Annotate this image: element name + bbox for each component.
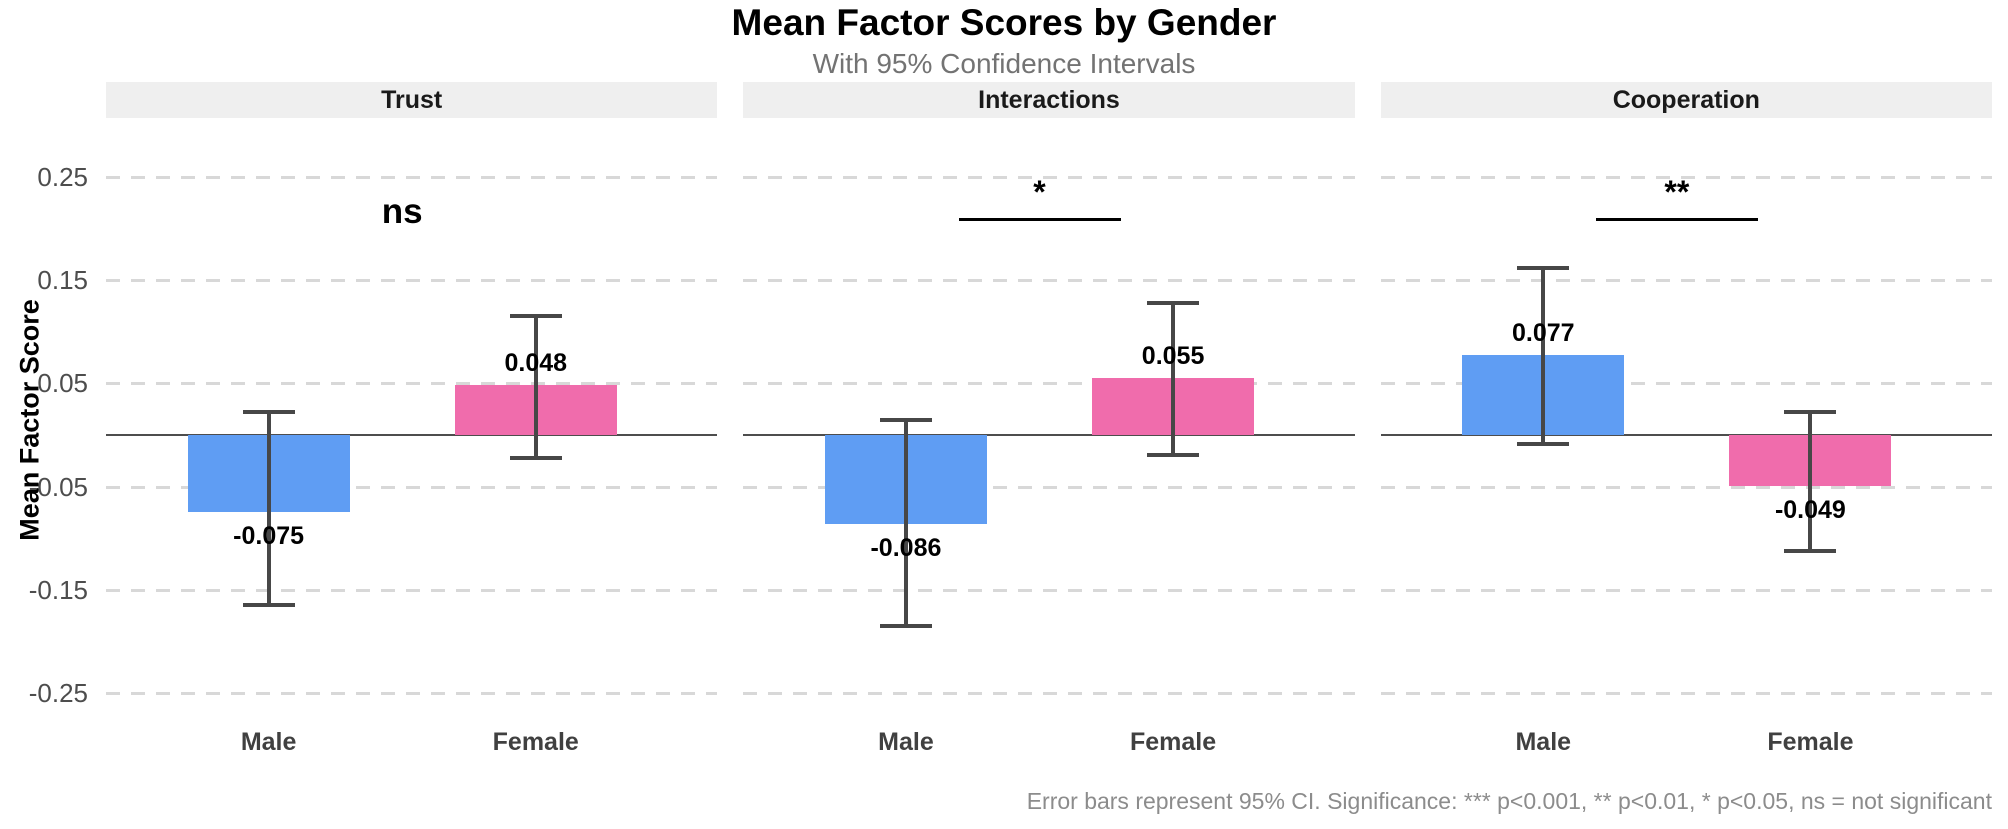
value-label: -0.086 bbox=[870, 533, 942, 562]
error-bar-cap-bottom bbox=[242, 603, 295, 608]
gridline bbox=[743, 692, 1355, 696]
caption: Error bars represent 95% CI. Significanc… bbox=[1026, 788, 1992, 814]
x-tick-label: Female bbox=[1129, 728, 1217, 756]
facet-panel-cooperation: Cooperation 0.077 Male -0.049 Female ** bbox=[1380, 82, 1992, 756]
significance-label: ns bbox=[381, 192, 423, 231]
gridline bbox=[106, 279, 718, 283]
gridline bbox=[106, 588, 718, 592]
y-tick-label: -0.15 bbox=[28, 574, 88, 605]
gridline bbox=[1380, 692, 1992, 696]
error-bar-cap-top bbox=[1517, 265, 1570, 270]
y-tick-label: -0.05 bbox=[28, 471, 88, 502]
error-bar-cap-top bbox=[1784, 410, 1837, 415]
zero-line bbox=[106, 434, 718, 436]
facet-panel-trust: Trust -0.075 Male 0.048 Female ns bbox=[106, 82, 718, 756]
error-bar-cap-bottom bbox=[879, 624, 932, 629]
gridline bbox=[1380, 175, 1992, 179]
gridline bbox=[1380, 279, 1992, 283]
significance-line bbox=[1595, 218, 1758, 221]
gridline bbox=[743, 382, 1355, 386]
error-bar-cap-bottom bbox=[1517, 442, 1570, 447]
gridline bbox=[743, 485, 1355, 489]
y-tick-label: -0.25 bbox=[28, 678, 88, 709]
x-tick-label: Male bbox=[240, 728, 297, 756]
gridline bbox=[106, 175, 718, 179]
significance-label: * bbox=[1033, 174, 1046, 210]
gridline bbox=[1380, 588, 1992, 592]
plot-area: -0.075 Male 0.048 Female ns bbox=[106, 118, 718, 756]
plot-area: -0.086 Male 0.055 Female * bbox=[743, 118, 1355, 756]
y-tick-label: 0.15 bbox=[37, 265, 88, 296]
facet-strip: Cooperation bbox=[1380, 82, 1992, 118]
error-bar-cap-top bbox=[509, 314, 562, 319]
gridline bbox=[743, 279, 1355, 283]
value-label: -0.049 bbox=[1774, 495, 1846, 524]
x-tick-label: Male bbox=[878, 728, 934, 756]
y-tick-label: 0.05 bbox=[37, 368, 88, 399]
value-label: 0.048 bbox=[504, 349, 568, 378]
error-bar-cap-top bbox=[242, 410, 295, 415]
gridline bbox=[106, 692, 718, 696]
significance-line bbox=[958, 218, 1121, 221]
error-bar-cap-bottom bbox=[1147, 452, 1200, 457]
value-label: 0.077 bbox=[1511, 319, 1575, 348]
x-tick-label: Female bbox=[1767, 728, 1854, 756]
error-bar bbox=[266, 412, 271, 606]
gridline bbox=[743, 588, 1355, 592]
significance-label: ** bbox=[1664, 174, 1690, 210]
y-axis: 0.25 0.15 0.05 -0.05 -0.15 -0.25 bbox=[0, 118, 96, 712]
error-bar-cap-top bbox=[879, 417, 932, 422]
zero-line bbox=[743, 434, 1355, 436]
y-tick-label: 0.25 bbox=[37, 161, 88, 192]
x-tick-label: Male bbox=[1515, 728, 1572, 756]
error-bar-cap-top bbox=[1147, 300, 1200, 305]
error-bar bbox=[903, 419, 908, 627]
figure-title: Mean Factor Scores by Gender bbox=[731, 2, 1277, 43]
figure-subtitle: With 95% Confidence Intervals bbox=[812, 48, 1196, 79]
facet-strip: Interactions bbox=[743, 82, 1355, 118]
error-bar-cap-bottom bbox=[1784, 548, 1837, 553]
error-bar bbox=[1171, 302, 1176, 455]
gridline bbox=[106, 382, 718, 386]
facet-strip: Trust bbox=[106, 82, 718, 118]
error-bar bbox=[1541, 267, 1546, 445]
gridline bbox=[743, 175, 1355, 179]
facet-panel-interactions: Interactions -0.086 Male 0.055 Female * bbox=[743, 82, 1355, 756]
value-label: -0.075 bbox=[233, 522, 305, 551]
error-bar bbox=[1808, 412, 1813, 551]
gridline bbox=[1380, 485, 1992, 489]
gridline bbox=[1380, 382, 1992, 386]
value-label: 0.055 bbox=[1141, 342, 1205, 371]
gridline bbox=[106, 485, 718, 489]
x-tick-label: Female bbox=[492, 728, 579, 756]
plot-area: 0.077 Male -0.049 Female ** bbox=[1380, 118, 1992, 756]
zero-line bbox=[1380, 434, 1992, 436]
error-bar-cap-bottom bbox=[509, 455, 562, 460]
error-bar bbox=[533, 316, 538, 458]
facet-panels: Trust -0.075 Male 0.048 Female ns Interactions… bbox=[106, 82, 1992, 756]
